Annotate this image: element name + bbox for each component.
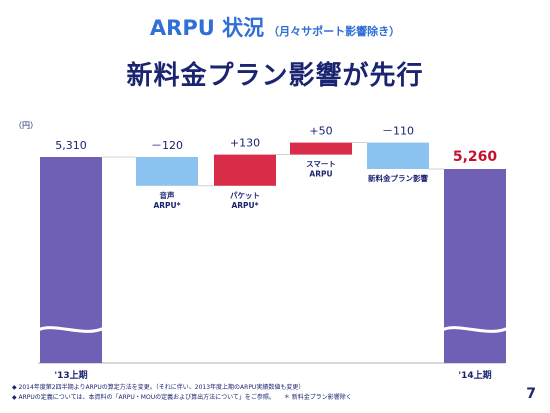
- category-label-3-1: ARPU: [309, 170, 332, 179]
- bar-2: [214, 154, 276, 186]
- axis-break-5: [441, 326, 509, 333]
- category-label-3-0: スマート: [306, 160, 336, 169]
- footnote-1: ◆ 2014年度第2四半期よりARPUの算定方法を変更。（それに伴い、2013年…: [12, 384, 305, 391]
- chart-title: ARPU 状況 （月々サポート影響除き）: [0, 12, 550, 42]
- axis-break-0: [37, 326, 105, 333]
- value-label-0: 5,310: [55, 139, 87, 152]
- page-number: 7: [526, 386, 536, 402]
- bar-3: [290, 142, 352, 155]
- value-label-3: +50: [309, 125, 332, 138]
- bar-5: [444, 169, 506, 363]
- subtitle-text: （月々サポート影響除き）: [268, 25, 401, 38]
- unit-label: （円）: [14, 121, 38, 130]
- category-label-2-0: パケット: [230, 190, 260, 200]
- title-text: ARPU 状況: [149, 16, 265, 40]
- bar-4: [367, 142, 429, 169]
- category-label-0: '13上期: [54, 369, 87, 381]
- value-label-1: －120: [151, 139, 183, 152]
- category-label-1-0: 音声: [160, 190, 175, 200]
- bar-1: [136, 157, 198, 186]
- value-label-4: －110: [382, 125, 414, 138]
- value-label-2: +130: [230, 137, 260, 150]
- category-label-1-1: ARPU*: [153, 201, 180, 210]
- footnote-2: ◆ ARPUの定義については、本資料の「ARPU・MOUの定義および算出方法につ…: [12, 394, 352, 401]
- value-label-5: 5,260: [453, 149, 498, 165]
- category-label-2-1: ARPU*: [231, 201, 258, 210]
- category-label-5: '14上期: [458, 369, 491, 381]
- headline: 新料金プラン影響が先行: [126, 61, 424, 91]
- category-label-4-0: 新料金プラン影響: [368, 173, 428, 183]
